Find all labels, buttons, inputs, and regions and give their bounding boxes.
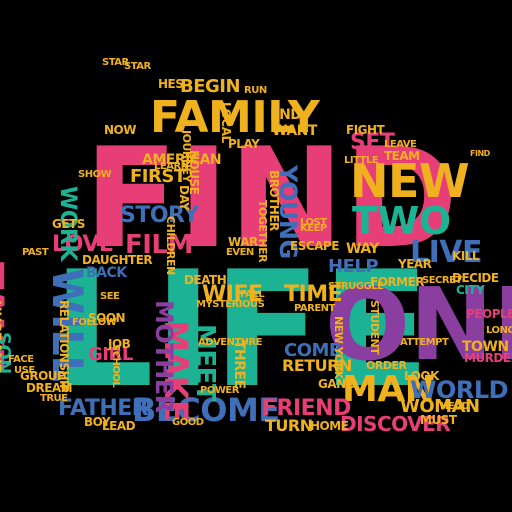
word-gets: GETS xyxy=(52,217,85,231)
word-life: LIFE xyxy=(52,236,431,423)
word-two: TWO xyxy=(352,199,451,243)
word-past: PAST xyxy=(22,247,49,258)
word-set: SET xyxy=(350,130,395,155)
word-parent: PARENT xyxy=(294,303,335,314)
word-student: STUDENT xyxy=(368,300,381,355)
word-true: TRUE xyxy=(40,393,68,404)
word-story: STORY xyxy=(120,203,199,228)
word-lead: LEAD xyxy=(102,419,136,433)
word-attempt: ATTEMPT xyxy=(400,337,449,348)
word-leave: LEAVE xyxy=(384,139,417,150)
word-love: LOVE xyxy=(52,232,114,257)
word-back: BACK xyxy=(86,265,127,281)
word-power: POWER xyxy=(200,385,239,396)
word-mysterious: MYSTERIOUS xyxy=(196,299,265,310)
word-play: PLAY xyxy=(228,137,260,151)
word-help: HELP xyxy=(328,256,379,277)
word-lost: LOST xyxy=(300,217,327,228)
word-want: WANT xyxy=(272,123,317,139)
word-new-york: NEW YORK xyxy=(332,316,345,379)
word-time: TIME xyxy=(284,282,343,307)
word-good: GOOD xyxy=(172,417,204,428)
word-three: THREE xyxy=(231,340,247,389)
word-fall: FALL xyxy=(240,289,265,300)
word-now: NOW xyxy=(104,123,136,137)
word-world: WORLD xyxy=(410,376,509,404)
word-wife: WIFE xyxy=(202,282,263,307)
word-one: ONE xyxy=(325,266,512,383)
word-team: TEAM xyxy=(384,149,420,163)
word-kill: KILL xyxy=(452,249,480,263)
word-must: MUST xyxy=(420,413,457,427)
word-return: RETURN xyxy=(282,356,352,375)
word-little: LITTLE xyxy=(344,155,379,166)
word-first: FIRST xyxy=(130,166,186,187)
word-job: JOB xyxy=(108,337,131,351)
word-boy: BOY xyxy=(84,415,111,429)
word-live: LIVE xyxy=(410,235,483,270)
word-head: HEAD xyxy=(440,401,470,412)
word-hes: HES xyxy=(158,77,184,91)
word-follow: FOLLOW xyxy=(72,317,117,328)
word-escape: ESCAPE xyxy=(290,239,339,253)
word-town: TOWN xyxy=(462,339,509,355)
word-former: FORMER xyxy=(370,275,425,289)
word-girl: GIRL xyxy=(88,344,133,365)
word-find: FIND xyxy=(470,149,490,158)
word-discover: DISCOVER xyxy=(340,412,451,436)
word-fight: FIGHT xyxy=(346,123,385,137)
word-become: BECOME xyxy=(132,391,280,429)
word-order: ORDER xyxy=(366,359,407,372)
word-way: WAY xyxy=(346,241,379,257)
word-adventure: ADVENTURE xyxy=(198,337,262,348)
word-even: EVEN xyxy=(226,247,254,258)
word-new: NEW xyxy=(350,154,470,208)
word-soon: SOON xyxy=(88,311,126,325)
word-war: WAR xyxy=(228,235,258,249)
word-home: HOME xyxy=(310,419,349,433)
word-star: STAR xyxy=(102,57,129,68)
word-use: USE xyxy=(14,365,35,376)
word-come: COME xyxy=(284,340,341,361)
word-struggle: STRUGGLE xyxy=(328,281,384,292)
word-gang: GANG xyxy=(318,377,356,391)
word-end: END xyxy=(270,107,302,123)
word-run: RUN xyxy=(244,85,267,96)
word-look: LOOK xyxy=(404,369,439,383)
word-year: YEAR xyxy=(398,257,432,271)
word-death: DEATH xyxy=(184,273,227,287)
word-children: CHILDREN xyxy=(164,216,177,275)
word-daughter: DAUGHTER xyxy=(82,253,153,267)
word-murder: MURDER xyxy=(464,351,512,365)
word-show: SHOW xyxy=(78,169,112,180)
word-see: SEE xyxy=(100,291,120,302)
word-father: FATHER xyxy=(58,396,149,421)
word-learn: LEARN xyxy=(154,161,189,172)
word-husband: HUSBAND xyxy=(0,300,3,375)
word-keep: KEEP xyxy=(300,223,327,234)
word-face: FACE xyxy=(8,354,34,365)
word-secret: SECRET xyxy=(422,275,462,286)
word-mother: MOTHER xyxy=(150,300,178,413)
word-man: MAN xyxy=(342,369,435,410)
word-together: TOGETHER xyxy=(256,200,269,263)
word-film: FILM xyxy=(125,230,193,260)
word-star: STAR xyxy=(124,61,151,72)
word-dream: DREAM xyxy=(26,381,73,395)
word-journey: JOURNEY xyxy=(180,130,193,183)
word-people: PEOPLE xyxy=(466,307,512,321)
word-group: GROUP xyxy=(20,369,66,383)
word-find: FIND xyxy=(84,118,458,279)
word-long: LONG xyxy=(486,325,512,336)
word-family: FAMILY xyxy=(150,92,320,143)
word-brother: BROTHER xyxy=(267,170,281,231)
word-american: AMERICAN xyxy=(142,152,222,168)
word-begin: BEGIN xyxy=(180,76,241,97)
word-woman: WOMAN xyxy=(400,396,480,417)
word-friend: FRIEND xyxy=(262,396,351,421)
word-city: CITY xyxy=(456,283,485,297)
word-decide: DECIDE xyxy=(452,271,499,285)
word-turn: TURN xyxy=(265,416,313,435)
